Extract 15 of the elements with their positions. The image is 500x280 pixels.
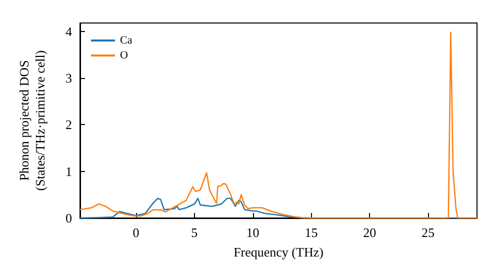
x-tick-label: 15 [304, 225, 318, 240]
y-tick-label: 0 [66, 210, 72, 226]
y-tick-label: 4 [66, 24, 72, 39]
x-axis-title: Frequency (THz) [234, 244, 324, 260]
legend-label: O [120, 50, 128, 62]
x-tick-label: 20 [363, 225, 376, 240]
y-tick-label: 3 [66, 70, 72, 86]
x-tick-label: 10 [246, 225, 260, 240]
y-axis-title: Phonon projected DOS (States/THz·primitive cell) [16, 50, 48, 191]
x-tick-label: 5 [191, 225, 198, 240]
y-tick-label: 1 [66, 164, 72, 179]
legend-label: Ca [120, 34, 132, 46]
x-tick-label: 25 [421, 225, 434, 240]
x-tick-label: 0 [132, 225, 140, 240]
y-tick-label: 2 [66, 117, 72, 132]
